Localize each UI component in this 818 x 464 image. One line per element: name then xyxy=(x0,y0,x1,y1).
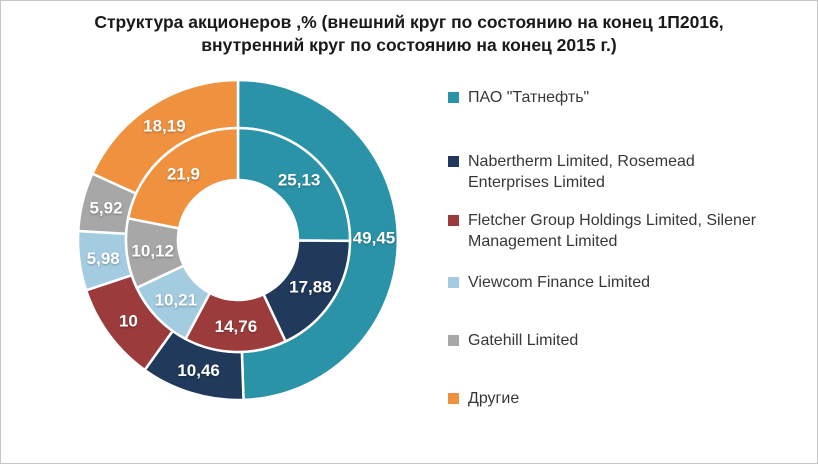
slice-label-outer-4: 5,92 xyxy=(89,198,122,217)
legend-swatch-icon xyxy=(448,92,459,103)
slice-label-inner-0: 25,13 xyxy=(278,170,321,189)
slice-label-inner-4: 10,12 xyxy=(131,242,174,261)
legend-item-gatehill: Gatehill Limited xyxy=(448,330,793,351)
slice-label-inner-3: 10,21 xyxy=(155,290,198,309)
slice-label-outer-5: 18,19 xyxy=(143,117,186,136)
slice-inner-5 xyxy=(126,126,240,230)
legend-item-viewcom: Viewcom Finance Limited xyxy=(448,272,793,293)
slice-label-inner-1: 17,88 xyxy=(289,277,332,296)
slice-label-outer-1: 10,46 xyxy=(177,361,220,380)
legend-swatch-icon xyxy=(448,277,459,288)
legend-label: Fletcher Group Holdings Limited, Silener… xyxy=(468,212,757,250)
legend-swatch-icon xyxy=(448,393,459,404)
legend-label: Nabertherm Limited, Rosemead Enterprises… xyxy=(468,153,695,191)
slice-label-inner-2: 14,76 xyxy=(215,317,258,336)
legend-item-nabertherm: Nabertherm Limited, Rosemead Enterprises… xyxy=(448,151,793,193)
legend-label: Viewcom Finance Limited xyxy=(468,274,651,291)
chart-title: Структура акционеров ,% (внешний круг по… xyxy=(94,12,724,56)
slice-label-inner-5: 21,9 xyxy=(167,165,200,184)
legend-swatch-icon xyxy=(448,335,459,346)
legend: ПАО "Татнефть" Nabertherm Limited, Rosem… xyxy=(448,87,793,409)
legend-item-others: Другие xyxy=(448,388,793,409)
legend-label: ПАО "Татнефть" xyxy=(468,89,590,106)
legend-swatch-icon xyxy=(448,215,459,226)
legend-item-fletcher: Fletcher Group Holdings Limited, Silener… xyxy=(448,210,793,252)
legend-label: Другие xyxy=(468,390,520,407)
slice-label-outer-2: 10 xyxy=(119,312,138,331)
slice-label-outer-0: 49,45 xyxy=(353,229,396,248)
legend-item-tatneft: ПАО "Татнефть" xyxy=(448,87,793,108)
slice-label-outer-3: 5,98 xyxy=(87,249,120,268)
legend-swatch-icon xyxy=(448,156,459,167)
legend-label: Gatehill Limited xyxy=(468,332,579,349)
slice-inner-0 xyxy=(236,126,352,243)
